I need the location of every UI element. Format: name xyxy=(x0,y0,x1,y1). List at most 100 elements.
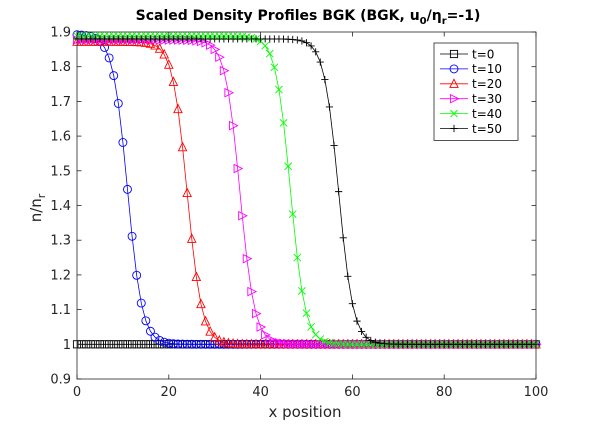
data-point xyxy=(82,35,92,45)
data-point xyxy=(196,298,206,309)
data-point xyxy=(223,337,234,348)
data-point xyxy=(132,270,142,280)
y-tick-label: 1.5 xyxy=(50,164,71,179)
data-point xyxy=(187,339,197,349)
data-point xyxy=(168,76,179,86)
data-point xyxy=(284,162,293,171)
data-point xyxy=(233,163,244,174)
data-point xyxy=(169,35,179,45)
series-t-50 xyxy=(73,35,540,348)
data-point xyxy=(168,339,178,349)
data-point xyxy=(86,340,95,349)
data-point xyxy=(178,35,189,45)
data-point xyxy=(145,326,155,336)
data-point xyxy=(178,339,188,349)
data-point xyxy=(325,103,334,111)
data-point xyxy=(275,85,283,94)
legend-item: t=30 xyxy=(440,92,502,106)
data-point xyxy=(219,65,230,76)
data-point xyxy=(228,338,238,348)
data-point xyxy=(270,63,279,72)
data-point xyxy=(141,340,150,349)
data-point xyxy=(104,53,114,63)
y-tick-label: 1.2 xyxy=(50,268,71,283)
data-point xyxy=(132,340,141,349)
data-point xyxy=(100,340,109,349)
data-point xyxy=(187,35,198,46)
data-point xyxy=(265,334,276,344)
x-tick-label: 60 xyxy=(344,385,361,400)
data-point xyxy=(123,35,134,45)
legend-marker xyxy=(450,109,458,118)
data-point xyxy=(109,340,118,349)
data-point xyxy=(297,286,306,295)
data-point xyxy=(224,87,235,98)
data-point xyxy=(261,41,270,50)
data-point xyxy=(173,35,184,45)
data-point xyxy=(289,35,297,44)
data-point xyxy=(155,335,165,345)
data-point xyxy=(109,71,119,81)
legend-marker xyxy=(449,64,459,74)
data-point xyxy=(72,35,83,45)
y-tick-label: 1.3 xyxy=(50,234,71,249)
data-point xyxy=(159,337,169,347)
data-point xyxy=(339,234,347,242)
data-point xyxy=(348,300,356,308)
data-point xyxy=(100,35,111,45)
data-point xyxy=(215,52,225,63)
legend-item: t=50 xyxy=(440,122,502,136)
data-point xyxy=(237,338,248,349)
data-point xyxy=(362,333,370,341)
data-point xyxy=(242,253,253,264)
data-point xyxy=(316,58,324,66)
legend-label: t=40 xyxy=(472,107,502,121)
data-point xyxy=(209,331,220,342)
data-point xyxy=(141,35,152,45)
data-point xyxy=(182,339,192,349)
data-point xyxy=(137,340,146,349)
data-point xyxy=(210,44,221,55)
y-tick-label: 1.8 xyxy=(50,60,71,75)
data-point xyxy=(163,59,174,69)
data-point xyxy=(205,339,215,349)
data-point xyxy=(105,35,115,45)
legend-label: t=10 xyxy=(472,62,502,76)
legend-label: t=20 xyxy=(472,77,502,91)
data-point xyxy=(173,339,183,349)
legend-marker xyxy=(449,78,459,88)
legend-marker xyxy=(449,49,459,59)
data-point xyxy=(279,118,288,127)
data-point xyxy=(159,48,170,59)
chart-title: Scaled Density Profiles BGK (BGK, u0/ηr=… xyxy=(136,8,481,27)
legend-item: t=10 xyxy=(440,62,502,76)
data-point xyxy=(86,35,97,45)
data-point xyxy=(123,340,132,349)
data-point xyxy=(247,286,258,297)
data-point xyxy=(353,317,361,325)
x-tick-label: 20 xyxy=(161,385,178,400)
legend-label: t=50 xyxy=(472,122,502,136)
data-point xyxy=(77,35,88,45)
data-point xyxy=(196,36,207,47)
data-point xyxy=(164,338,174,348)
data-point xyxy=(136,298,146,308)
y-tick-label: 1.7 xyxy=(50,95,71,110)
data-point xyxy=(154,43,165,53)
data-point xyxy=(91,340,100,349)
y-tick-label: 1.4 xyxy=(50,199,71,214)
x-tick-label: 80 xyxy=(436,385,453,400)
data-point xyxy=(214,334,225,345)
data-point xyxy=(371,338,379,346)
legend-box xyxy=(433,42,519,141)
data-point xyxy=(311,339,322,350)
data-point xyxy=(376,339,384,347)
data-point xyxy=(95,340,104,349)
data-point xyxy=(335,188,343,196)
data-point xyxy=(321,75,329,84)
data-point xyxy=(229,120,239,131)
data-point xyxy=(118,138,128,147)
data-point xyxy=(127,231,137,241)
